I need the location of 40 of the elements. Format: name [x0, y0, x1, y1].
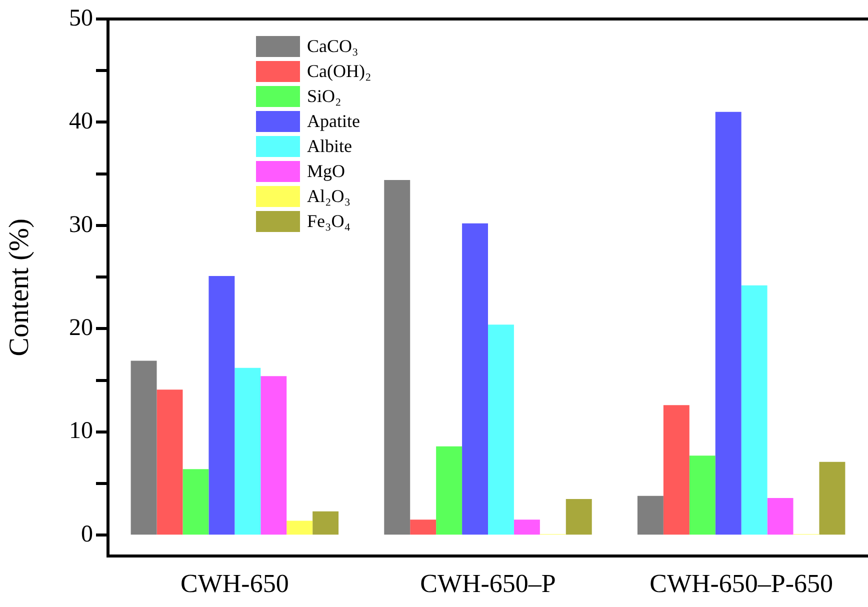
- bar: [436, 446, 462, 535]
- bar: [488, 324, 514, 535]
- y-tick-label: 20: [69, 314, 93, 341]
- bar: [689, 456, 716, 535]
- legend-label: Albite: [307, 136, 352, 156]
- bar: [637, 496, 664, 535]
- y-tick-label: 30: [69, 212, 93, 238]
- bar: [715, 112, 742, 535]
- bar: [260, 376, 287, 535]
- bar: [663, 405, 690, 535]
- bar: [462, 223, 488, 535]
- bar: [208, 276, 235, 535]
- bar: [182, 469, 209, 535]
- y-tick-label: 40: [69, 108, 93, 135]
- bar: [312, 511, 339, 535]
- legend-label: Fe₃O₄: [307, 211, 351, 232]
- bar: [286, 520, 313, 535]
- y-tick-label: 50: [69, 5, 93, 32]
- legend-label: Ca(OH)₂: [307, 61, 372, 82]
- y-axis-title: Content (%): [4, 218, 36, 356]
- bar: [819, 462, 846, 535]
- x-tick-label: CWH-650–P-650: [650, 569, 834, 598]
- bar: [514, 520, 540, 535]
- bar: [410, 520, 436, 535]
- y-tick-label: 10: [69, 418, 93, 444]
- bar: [384, 180, 410, 535]
- bar: [156, 390, 183, 535]
- legend-label: SiO₂: [307, 86, 342, 106]
- bar: [566, 499, 592, 535]
- bar: [767, 498, 794, 535]
- bar: [130, 360, 157, 535]
- legend-label: Al₂O₃: [307, 186, 351, 206]
- y-tick-label: 0: [81, 521, 93, 548]
- x-tick-label: CWH-650: [180, 569, 289, 598]
- x-tick-label: CWH-650–P: [420, 569, 556, 598]
- legend-label: CaCO₃: [307, 36, 358, 56]
- legend-label: MgO: [307, 161, 346, 182]
- bar: [741, 285, 768, 535]
- bar: [234, 368, 261, 535]
- legend-label: Apatite: [307, 111, 360, 132]
